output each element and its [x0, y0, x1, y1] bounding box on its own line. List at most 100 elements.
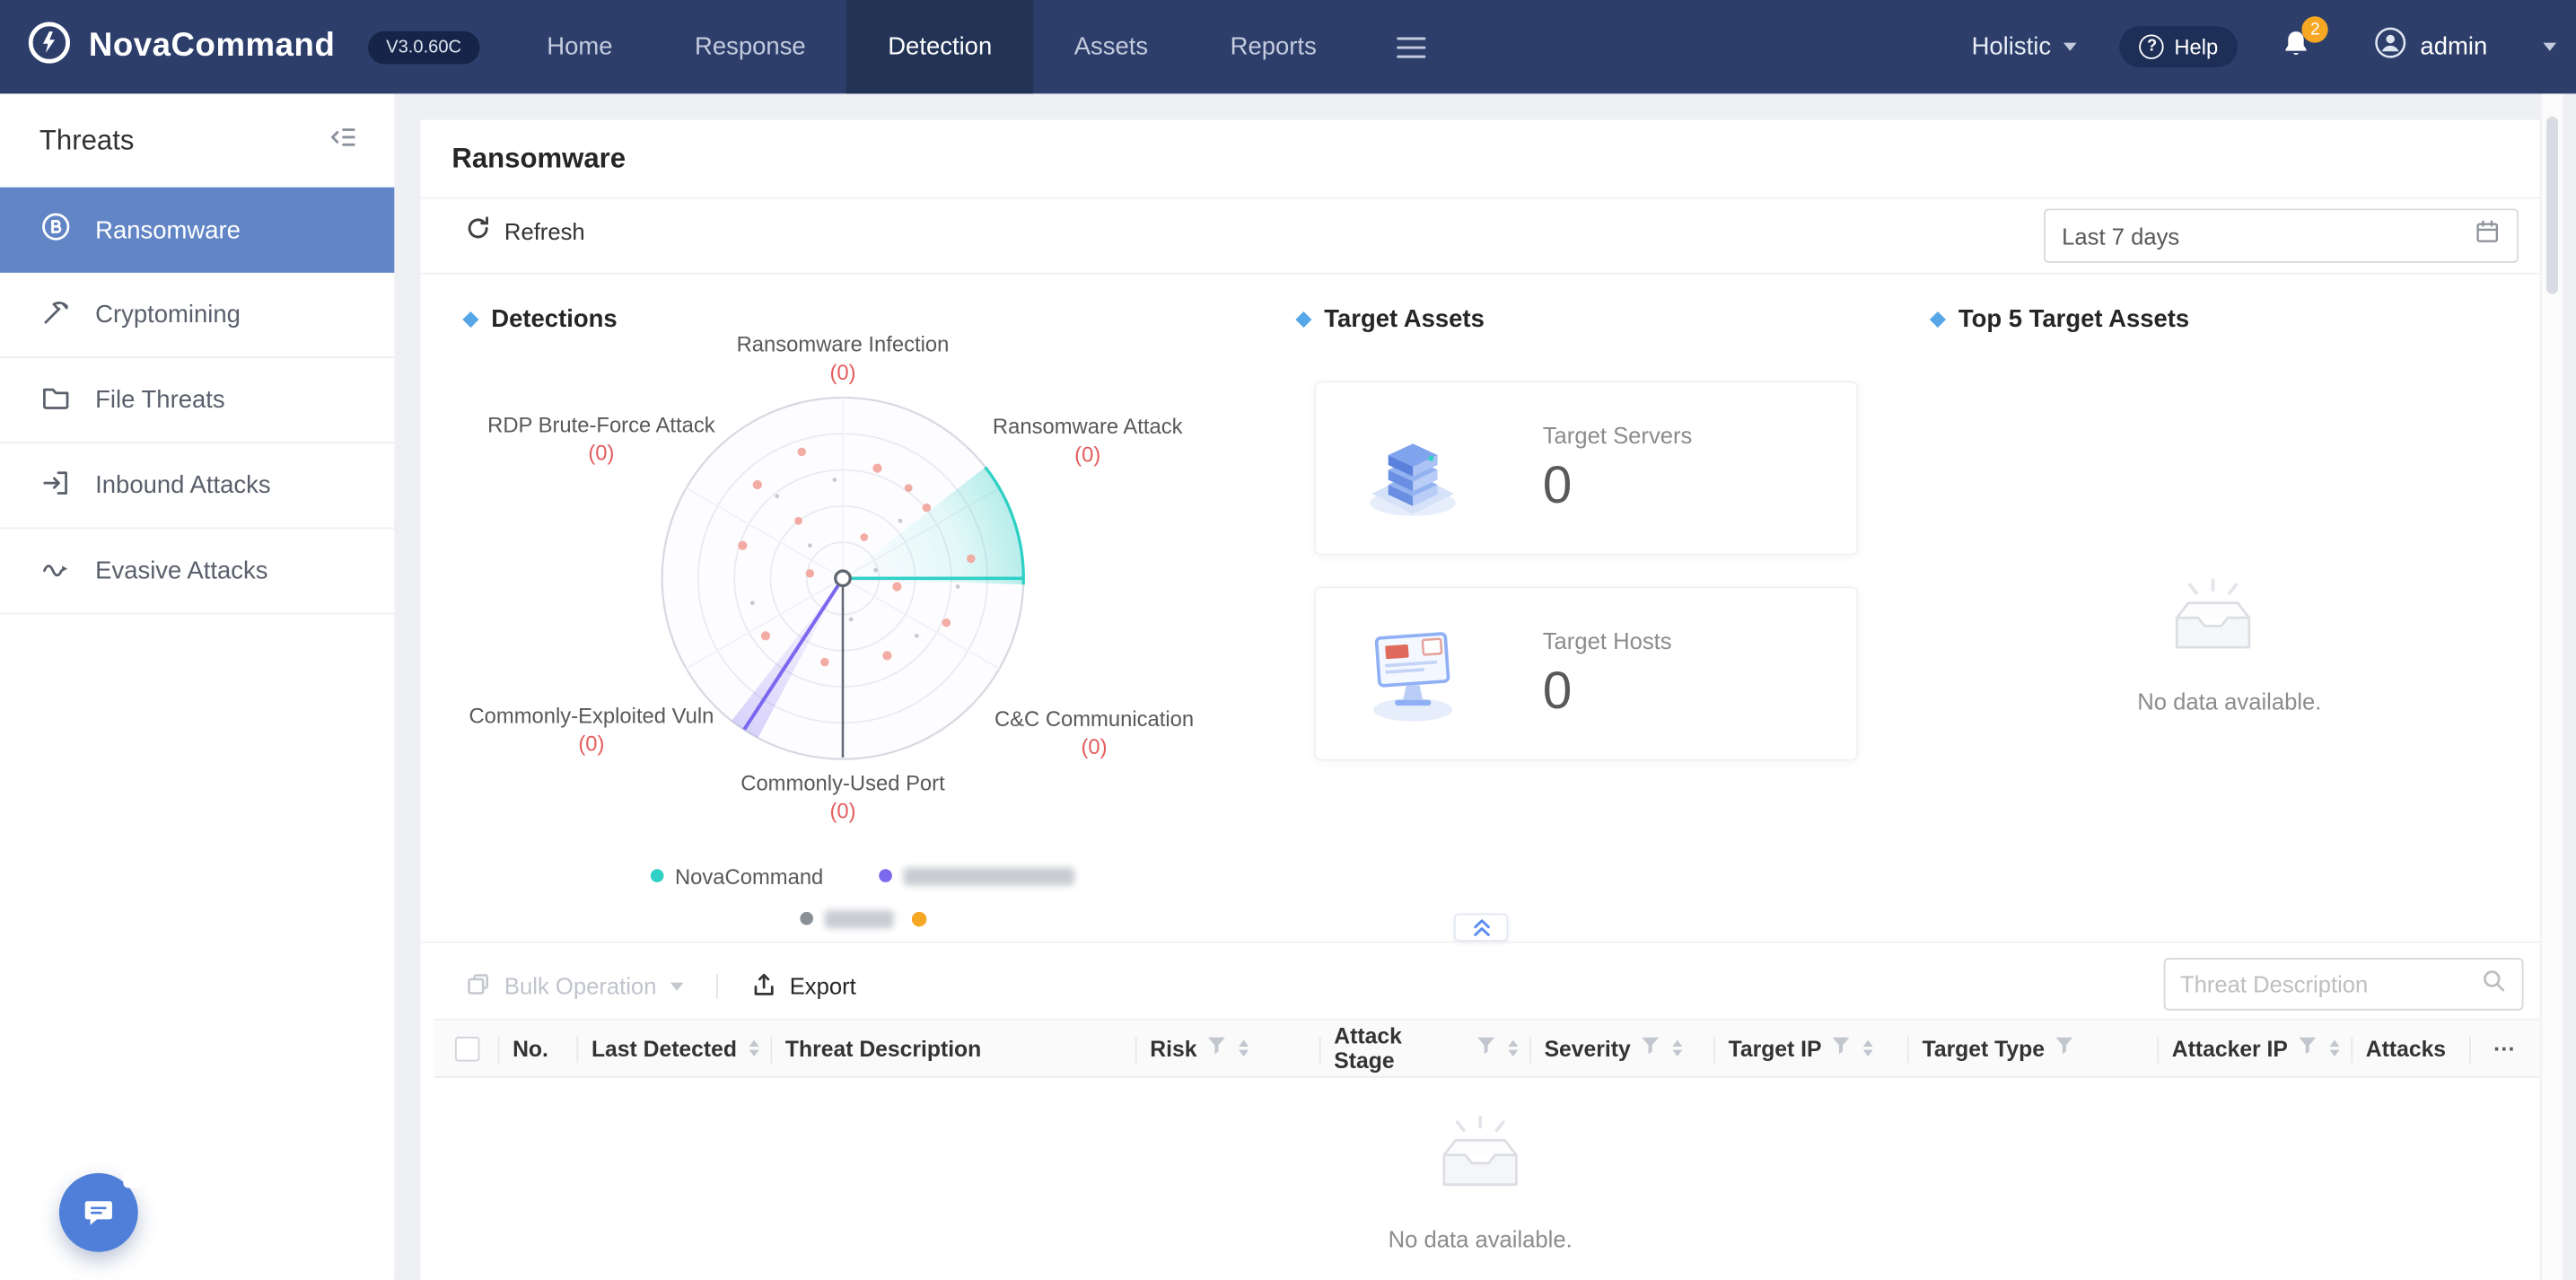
brand-name: NovaCommand: [88, 28, 336, 65]
evasive-arrow-icon: [39, 551, 73, 591]
top-navbar: NovaCommand V3.0.60C Home Response Detec…: [0, 0, 2576, 94]
filter-icon[interactable]: [1476, 1035, 1497, 1061]
legend-item-novacommand[interactable]: NovaCommand: [650, 864, 823, 888]
column-header-attacks[interactable]: Attacks: [2353, 1021, 2471, 1076]
username: admin: [2420, 32, 2488, 61]
search-icon[interactable]: [2481, 967, 2507, 1001]
diamond-bullet-icon: [1929, 311, 1947, 329]
sort-icon[interactable]: [2328, 1039, 2339, 1056]
column-header-attack-stage[interactable]: Attack Stage: [1321, 1021, 1531, 1076]
legend-dot-teal: [650, 869, 664, 882]
sidebar-item-evasive-attacks[interactable]: Evasive Attacks: [0, 529, 395, 615]
axis-commonly-used-port: Commonly-Used Port (0): [740, 770, 945, 824]
legend-item-redacted-1[interactable]: [879, 866, 1075, 885]
question-icon: ?: [2139, 34, 2165, 59]
bulk-operation-icon: [465, 970, 491, 1002]
column-header-attacker-ip[interactable]: Attacker IP: [2159, 1021, 2353, 1076]
bulk-operation-dropdown[interactable]: Bulk Operation: [465, 970, 683, 1002]
nav-item-reports[interactable]: Reports: [1230, 32, 1317, 61]
chevron-down-icon: [2063, 42, 2078, 51]
column-header-no: No.: [499, 1021, 579, 1076]
sort-icon[interactable]: [748, 1039, 758, 1056]
page-title: Ransomware: [451, 143, 626, 175]
detections-title-row: Detections: [462, 305, 618, 334]
calendar-icon: [2475, 218, 2501, 252]
top5-title-row: Top 5 Target Assets: [1929, 305, 2189, 334]
collapse-section-button[interactable]: [1453, 913, 1509, 942]
target-assets-panel: Target Assets: [1292, 285, 1889, 942]
diamond-bullet-icon: [462, 311, 479, 329]
chevron-down-icon[interactable]: [2543, 42, 2557, 51]
date-range-picker[interactable]: [2044, 208, 2519, 263]
scrollbar-thumb[interactable]: [2546, 116, 2558, 294]
mode-selector[interactable]: Holistic: [1972, 33, 2078, 61]
filter-icon[interactable]: [1830, 1035, 1852, 1061]
target-hosts-card[interactable]: Target Hosts 0: [1314, 586, 1859, 761]
column-header-severity[interactable]: Severity: [1531, 1021, 1715, 1076]
ransomware-icon: [39, 210, 73, 250]
sort-icon[interactable]: [1862, 1039, 1873, 1056]
column-header-target-ip[interactable]: Target IP: [1715, 1021, 1909, 1076]
legend-dot-purple: [879, 869, 893, 882]
column-settings-button[interactable]: ···: [2493, 1036, 2516, 1061]
main-nav: Home Response Detection Assets Reports: [506, 0, 1467, 94]
bell-icon: [2281, 31, 2312, 65]
empty-state-text: No data available.: [2137, 688, 2322, 715]
date-range-value[interactable]: [2062, 223, 2461, 250]
notifications-button[interactable]: 2: [2281, 15, 2328, 66]
avatar-icon: [2374, 26, 2407, 67]
sidebar-item-file-threats[interactable]: File Threats: [0, 358, 395, 444]
nav-item-home[interactable]: Home: [547, 32, 613, 61]
filter-icon[interactable]: [1639, 1035, 1660, 1061]
axis-ransomware-infection: Ransomware Infection (0): [736, 331, 950, 385]
double-chevron-up-icon: [1473, 919, 1489, 936]
pickaxe-icon: [39, 295, 73, 335]
target-assets-title-row: Target Assets: [1295, 305, 1485, 334]
sort-icon[interactable]: [1671, 1039, 1682, 1056]
nav-item-assets[interactable]: Assets: [1073, 32, 1149, 61]
asset-card-value: 0: [1542, 660, 1573, 720]
export-button[interactable]: Export: [750, 970, 856, 1002]
refresh-button[interactable]: Refresh: [465, 215, 585, 247]
feedback-button[interactable]: [58, 1170, 142, 1252]
sidebar-title: Threats: [39, 124, 135, 155]
brand: NovaCommand: [0, 18, 335, 75]
redacted-label: [904, 866, 1075, 885]
nav-item-detection[interactable]: Detection: [846, 0, 1033, 94]
filter-icon[interactable]: [1205, 1035, 1227, 1061]
filter-icon[interactable]: [2053, 1035, 2074, 1061]
column-header-risk[interactable]: Risk: [1137, 1021, 1321, 1076]
chevron-down-icon: [670, 981, 683, 990]
column-header-last-detected[interactable]: Last Detected: [578, 1021, 773, 1076]
column-header-target-type[interactable]: Target Type: [1909, 1021, 2160, 1076]
folder-icon: [39, 381, 73, 420]
threat-search-input[interactable]: [2179, 970, 2471, 998]
nav-item-response[interactable]: Response: [695, 32, 806, 61]
inbound-arrow-icon: [39, 466, 73, 505]
divider: [715, 973, 718, 998]
sort-icon[interactable]: [1508, 1039, 1519, 1056]
select-all-checkbox[interactable]: [454, 1036, 479, 1061]
help-button[interactable]: ? Help: [2119, 26, 2239, 68]
sort-icon[interactable]: [1238, 1039, 1249, 1056]
refresh-icon: [465, 215, 491, 247]
user-menu[interactable]: admin: [2374, 26, 2487, 67]
sidebar-item-ransomware[interactable]: Ransomware: [0, 187, 395, 273]
sidebar-item-cryptomining[interactable]: Cryptomining: [0, 273, 395, 359]
menu-icon[interactable]: [1358, 0, 1467, 93]
detections-panel: Detections: [442, 285, 1283, 942]
table-header: No. Last Detected Threat Description Ris…: [434, 1018, 2540, 1078]
main-content: Ransomware Refresh Detections: [420, 119, 2540, 1280]
threat-search-box[interactable]: [2163, 958, 2524, 1011]
axis-cc-communication: C&C Communication (0): [994, 706, 1195, 759]
empty-inbox-icon: [1442, 1115, 1518, 1187]
sidebar-item-inbound-attacks[interactable]: Inbound Attacks: [0, 443, 395, 530]
legend-item-redacted-2[interactable]: [799, 909, 926, 928]
export-icon: [750, 970, 776, 1002]
filter-icon[interactable]: [2296, 1035, 2318, 1061]
page-scrollbar: [2541, 93, 2563, 1280]
target-servers-card[interactable]: Target Servers 0: [1314, 381, 1859, 556]
collapse-panel-icon[interactable]: [327, 121, 358, 161]
top5-target-assets-panel: Top 5 Target Assets No data available.: [1925, 285, 2533, 942]
